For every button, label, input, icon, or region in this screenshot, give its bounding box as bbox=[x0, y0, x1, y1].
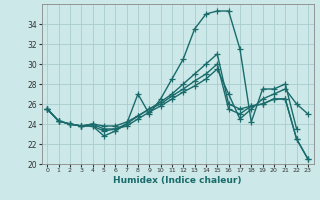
X-axis label: Humidex (Indice chaleur): Humidex (Indice chaleur) bbox=[113, 176, 242, 185]
